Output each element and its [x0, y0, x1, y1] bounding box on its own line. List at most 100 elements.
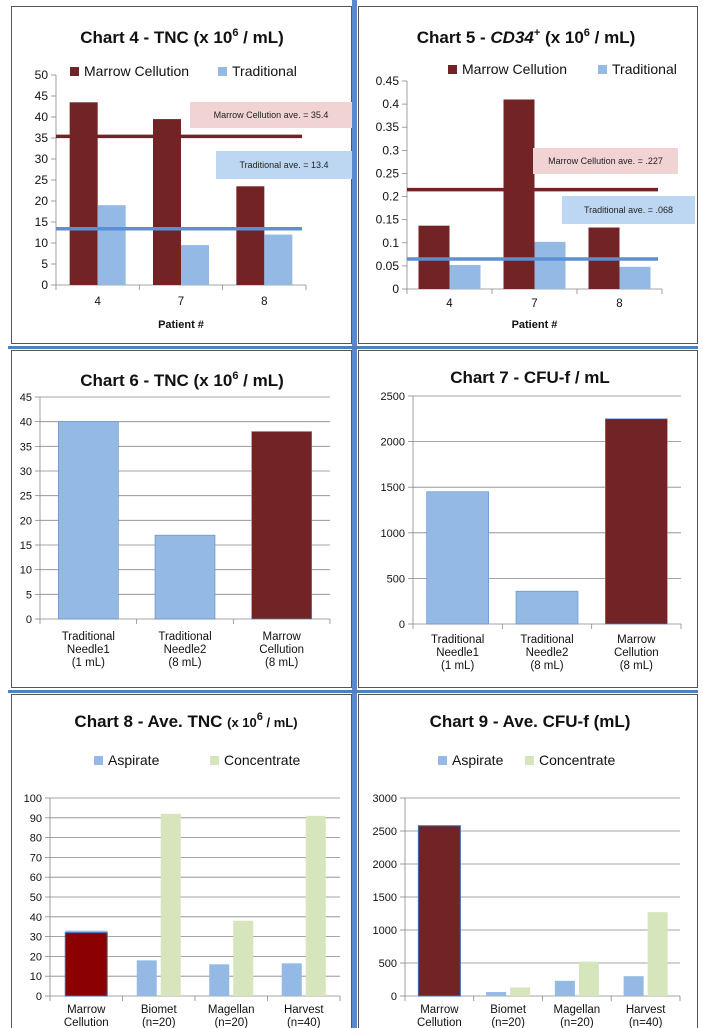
- vertical-divider: [352, 0, 357, 1028]
- y-tick-label: 60: [30, 872, 42, 884]
- average-label-box: [533, 148, 678, 174]
- y-tick-label: 0.15: [376, 213, 400, 227]
- y-tick-label: 0: [26, 614, 32, 626]
- average-label: Marrow Cellution ave. = 35.4: [214, 110, 329, 120]
- x-tick-label: Magellan: [208, 1004, 255, 1016]
- y-tick-label: 30: [20, 466, 32, 478]
- y-tick-label: 10: [30, 971, 42, 983]
- x-tick-label: 8: [616, 298, 622, 310]
- bar: [510, 987, 531, 996]
- x-tick-label: (n=40): [287, 1017, 321, 1028]
- y-tick-label: 50: [35, 68, 49, 82]
- x-tick-label: Needle2: [164, 644, 207, 656]
- x-tick-label: (1 mL): [441, 660, 474, 672]
- y-tick-label: 45: [35, 89, 49, 103]
- x-tick-label: (8 mL): [620, 660, 653, 672]
- y-tick-label: 1500: [381, 482, 405, 494]
- y-tick-label: 35: [35, 131, 49, 145]
- bar: [623, 976, 644, 996]
- y-tick-label: 10: [35, 236, 49, 250]
- y-tick-label: 0: [399, 619, 405, 631]
- bar: [69, 102, 98, 285]
- bar: [58, 421, 119, 620]
- y-tick-label: 30: [30, 932, 42, 944]
- y-tick-label: 0: [36, 991, 42, 1003]
- bar: [64, 932, 108, 997]
- bar: [181, 245, 209, 285]
- average-label-box: [216, 151, 352, 179]
- bar: [486, 992, 507, 996]
- legend-label: Traditional: [232, 63, 297, 79]
- y-tick-label: 90: [30, 813, 42, 825]
- y-tick-label: 0: [391, 991, 397, 1003]
- legend-label: Concentrate: [224, 752, 300, 768]
- x-tick-label: Needle1: [67, 644, 110, 656]
- x-tick-label: Harvest: [626, 1004, 666, 1016]
- bar: [136, 960, 157, 996]
- bar: [554, 980, 575, 996]
- y-tick-label: 30: [35, 152, 49, 166]
- y-tick-label: 2500: [373, 826, 397, 838]
- legend-swatch: [448, 65, 457, 74]
- legend-label: Traditional: [612, 61, 677, 77]
- x-tick-label: 4: [446, 298, 453, 310]
- legend-label: Marrow Cellution: [462, 61, 567, 77]
- average-label-box: [190, 102, 352, 128]
- y-tick-label: 20: [35, 194, 49, 208]
- x-tick-label: Needle2: [526, 647, 569, 659]
- average-label-box: [562, 196, 695, 224]
- bar: [97, 205, 126, 285]
- x-tick-label: Marrow: [67, 1004, 106, 1016]
- y-tick-label: 500: [387, 573, 405, 585]
- y-tick-label: 0.05: [376, 259, 400, 273]
- x-axis-label: Patient #: [512, 319, 558, 331]
- average-label: Traditional ave. = .068: [584, 205, 673, 215]
- x-tick-label: (n=20): [142, 1017, 176, 1028]
- y-tick-label: 0.25: [376, 166, 400, 180]
- y-tick-label: 15: [35, 215, 49, 229]
- y-tick-label: 15: [20, 540, 32, 552]
- y-tick-label: 10: [20, 565, 32, 577]
- x-tick-label: Biomet: [141, 1004, 178, 1016]
- x-axis-label: Patient #: [158, 319, 204, 331]
- y-tick-label: 500: [379, 958, 397, 970]
- average-label: Marrow Cellution ave. = .227: [548, 156, 663, 166]
- y-tick-label: 25: [35, 173, 49, 187]
- y-tick-label: 70: [30, 852, 42, 864]
- chart-title: Chart 5 - CD34+ (x 106 / mL): [417, 27, 636, 47]
- chart-9-panel: [358, 694, 698, 1028]
- x-tick-label: (n=20): [560, 1017, 594, 1028]
- horizontal-divider-2: [8, 690, 698, 693]
- x-tick-label: Traditional: [520, 634, 573, 646]
- bar: [209, 964, 230, 996]
- y-tick-label: 2500: [381, 391, 405, 403]
- x-tick-label: Traditional: [62, 631, 115, 643]
- legend-swatch: [598, 65, 607, 74]
- chart-title: Chart 4 - TNC (x 106 / mL): [80, 27, 284, 47]
- x-tick-label: Cellution: [64, 1017, 109, 1028]
- legend-label: Aspirate: [452, 752, 504, 768]
- y-tick-label: 0.45: [376, 74, 400, 88]
- x-tick-label: Cellution: [417, 1017, 462, 1028]
- legend-label: Concentrate: [539, 752, 615, 768]
- x-tick-label: Marrow: [262, 631, 301, 643]
- bar: [449, 264, 481, 289]
- x-tick-label: Harvest: [284, 1004, 324, 1016]
- bar: [417, 825, 461, 997]
- y-tick-label: 0.3: [382, 143, 399, 157]
- x-tick-label: Traditional: [431, 634, 484, 646]
- bar: [534, 241, 566, 289]
- y-tick-label: 40: [35, 110, 49, 124]
- y-tick-label: 20: [30, 951, 42, 963]
- y-tick-label: 40: [30, 912, 42, 924]
- chart-title: Chart 6 - TNC (x 106 / mL): [80, 370, 284, 390]
- horizontal-divider-1: [8, 346, 698, 349]
- y-tick-label: 1000: [373, 925, 397, 937]
- y-tick-label: 80: [30, 833, 42, 845]
- x-tick-label: 7: [178, 296, 184, 308]
- bar: [160, 813, 181, 996]
- y-tick-label: 35: [20, 441, 32, 453]
